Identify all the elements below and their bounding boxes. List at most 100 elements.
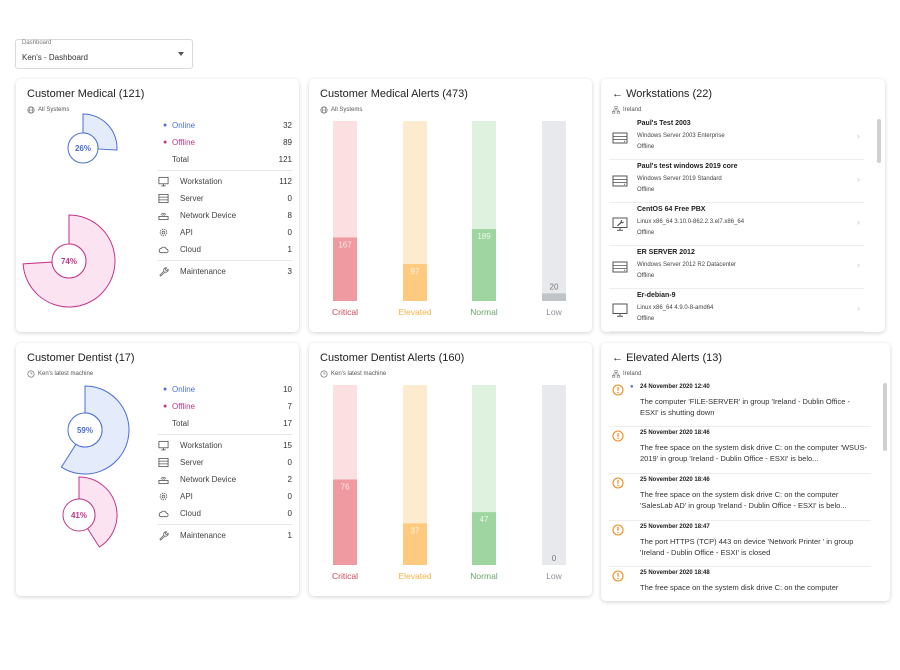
- stat-value: 0: [287, 509, 292, 518]
- card-scope: All Systems: [320, 106, 362, 114]
- monitor-icon: [612, 303, 628, 317]
- alert-date: 25 November 2020 18:47: [640, 524, 710, 530]
- machine-status: Offline: [637, 230, 655, 236]
- wrench-monitor-icon: [612, 217, 628, 231]
- scrollbar[interactable]: [883, 383, 887, 451]
- bar-critical[interactable]: [333, 479, 357, 566]
- server-icon: [612, 175, 628, 187]
- chevron-right-icon[interactable]: ›: [857, 217, 860, 227]
- warning-circle-icon: [612, 384, 624, 396]
- stat-value: 3: [287, 267, 292, 276]
- stat-label: Cloud: [180, 509, 201, 518]
- list-item[interactable]: CentOS 64 Free PBX Linux x86_64 3.10.0-86…: [609, 203, 864, 246]
- stat-server[interactable]: Server 0: [158, 454, 292, 471]
- stat-api[interactable]: API 0: [158, 224, 292, 241]
- machine-os: Linux x86_64 3.10.0-862.2.3.el7.x86_64: [637, 219, 745, 225]
- stat-label: Maintenance: [180, 531, 226, 540]
- card-title: Customer Medical (121): [27, 88, 145, 100]
- dashboard-select-label: Dashboard: [22, 40, 52, 46]
- stat-label: Offline: [172, 402, 195, 411]
- list-item[interactable]: Er-debian-9 Linux x86_64 4.9.0-8-amd64 Off…: [609, 289, 864, 332]
- offline-donut[interactable]: 74%: [22, 214, 116, 308]
- list-item[interactable]: ER SERVER 2012 Windows Server 2012 R2 Dat…: [609, 246, 864, 289]
- alert-date: 24 November 2020 12:40: [640, 384, 710, 390]
- bar-value-label: 47: [480, 515, 489, 524]
- offline-donut-center: [51, 243, 87, 279]
- gear-icon: [159, 492, 168, 501]
- card-title: ← Workstations (22): [612, 88, 712, 100]
- bar-value-label: 167: [338, 240, 352, 249]
- list-item[interactable]: Paul's Test 2003 Windows Server 2003 Ente…: [609, 117, 864, 160]
- monitor-icon: [158, 440, 169, 451]
- stat-maintenance[interactable]: Maintenance 1: [158, 527, 292, 544]
- bar-category-label: Elevated: [398, 571, 431, 581]
- gear-icon: [159, 228, 168, 237]
- card-title: Customer Dentist (17): [27, 352, 135, 364]
- scope-label: Ireland: [623, 371, 642, 377]
- stat-label: Server: [180, 458, 204, 467]
- list-item[interactable]: ● 24 November 2020 12:40 The computer 'FIL…: [609, 381, 871, 427]
- stat-label: Server: [180, 194, 204, 203]
- stat-cloud[interactable]: Cloud 0: [158, 505, 292, 522]
- divider: [158, 170, 292, 171]
- divider: [158, 434, 292, 435]
- chevron-right-icon[interactable]: ›: [857, 303, 860, 313]
- stat-label: Online: [172, 121, 196, 130]
- stat-value: 15: [283, 441, 292, 450]
- bar-value-label: 0: [552, 554, 557, 563]
- warning-circle-icon: [612, 477, 624, 489]
- stat-workstation[interactable]: Workstation 112: [158, 173, 292, 190]
- stat-api[interactable]: API 0: [158, 488, 292, 505]
- globe-icon: [320, 106, 328, 114]
- dashboard-select[interactable]: Dashboard Ken's - Dashboard: [15, 39, 193, 69]
- clock-icon: [27, 370, 35, 378]
- bar-category-label: Normal: [470, 307, 498, 317]
- stat-network[interactable]: Network Device 2: [158, 471, 292, 488]
- card-scope: Ireland: [612, 370, 641, 378]
- offline-donut[interactable]: 41%: [40, 476, 118, 554]
- bar-low[interactable]: [542, 293, 566, 301]
- chevron-right-icon[interactable]: ›: [857, 260, 860, 270]
- stat-label: API: [180, 492, 193, 501]
- stat-value: 0: [287, 194, 292, 203]
- list-item[interactable]: 25 November 2020 18:47 The port HTTPS (TC…: [609, 521, 871, 567]
- stat-value: 1: [287, 531, 292, 540]
- stat-offline[interactable]: ● Offline 89: [158, 134, 292, 151]
- bar-value-label: 97: [411, 267, 420, 276]
- bar-normal[interactable]: [472, 229, 496, 301]
- stat-server[interactable]: Server 0: [158, 190, 292, 207]
- stat-network[interactable]: Network Device 8: [158, 207, 292, 224]
- stat-value: 89: [283, 138, 292, 147]
- chevron-down-icon[interactable]: [178, 52, 184, 56]
- chevron-right-icon[interactable]: ›: [857, 174, 860, 184]
- stat-value: 2: [287, 475, 292, 484]
- stats-list: ● Online 32 ● Offline 89 Total 121 Workstatio…: [158, 117, 292, 280]
- stat-online[interactable]: ● Online 10: [158, 381, 292, 398]
- back-arrow-icon[interactable]: ←: [612, 352, 623, 364]
- back-arrow-icon[interactable]: ←: [612, 88, 623, 100]
- online-donut[interactable]: 26%: [48, 113, 118, 183]
- scope-label: Ken's latest machine: [38, 371, 94, 377]
- list-item[interactable]: Paul's test windows 2019 core Windows Ser…: [609, 160, 864, 203]
- stat-maintenance[interactable]: Maintenance 3: [158, 263, 292, 280]
- bar-elevated[interactable]: [403, 523, 427, 565]
- bar-critical[interactable]: [333, 237, 357, 301]
- online-donut[interactable]: 59%: [40, 385, 130, 475]
- list-item[interactable]: 25 November 2020 18:46 The free space on …: [609, 474, 871, 521]
- bar-elevated[interactable]: [403, 264, 427, 301]
- bar-value-label: 37: [411, 526, 420, 535]
- dashboard-select-value: Ken's - Dashboard: [22, 53, 89, 62]
- chevron-right-icon[interactable]: ›: [857, 131, 860, 141]
- list-item[interactable]: 25 November 2020 18:46 The free space on …: [609, 427, 871, 474]
- machine-name: Er-debian-9: [637, 292, 676, 299]
- machine-name: CentOS 64 Free PBX: [637, 206, 706, 213]
- stat-cloud[interactable]: Cloud 1: [158, 241, 292, 258]
- stat-offline[interactable]: ● Offline 7: [158, 398, 292, 415]
- list-item[interactable]: 25 November 2020 18:48 The free space on …: [609, 567, 871, 601]
- card-title: Customer Medical Alerts (473): [320, 88, 468, 100]
- online-dot-icon: ●: [163, 122, 168, 129]
- scrollbar[interactable]: [877, 119, 881, 163]
- stat-workstation[interactable]: Workstation 15: [158, 437, 292, 454]
- stat-online[interactable]: ● Online 32: [158, 117, 292, 134]
- bar-normal[interactable]: [472, 512, 496, 565]
